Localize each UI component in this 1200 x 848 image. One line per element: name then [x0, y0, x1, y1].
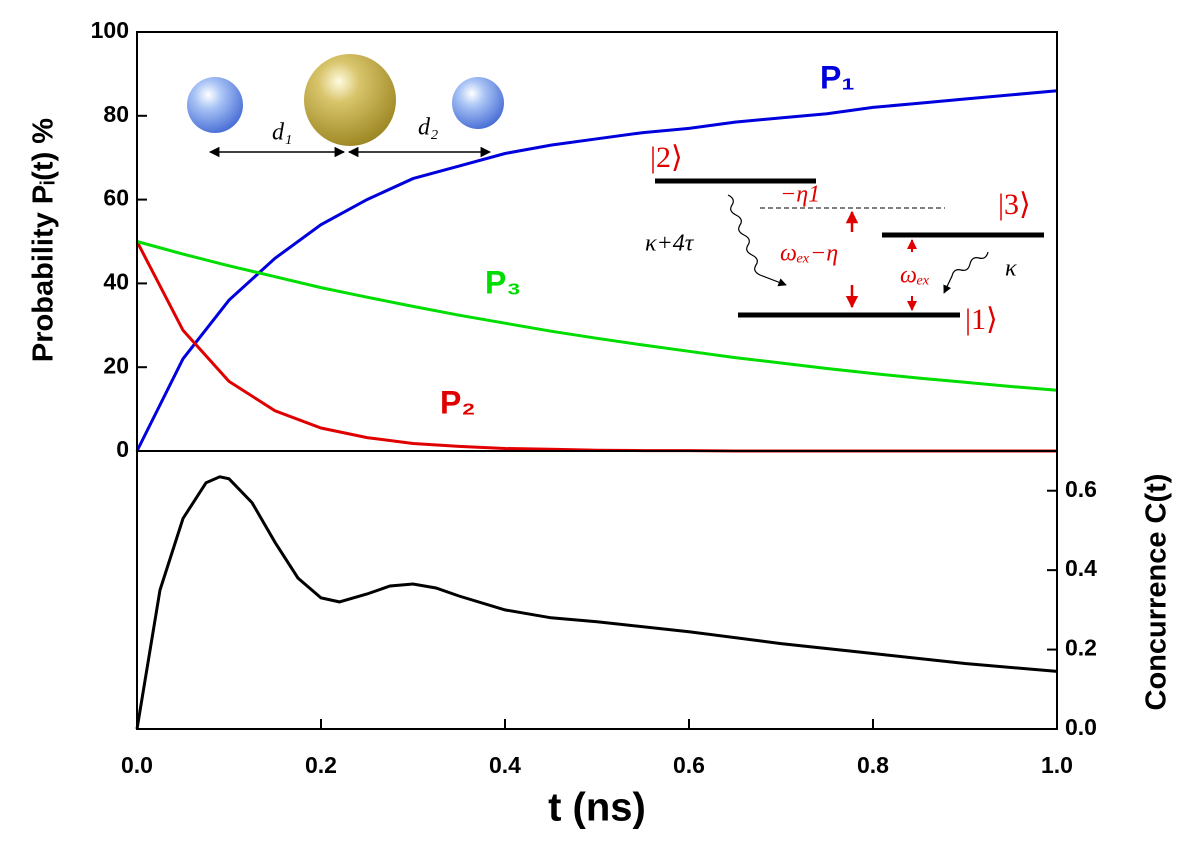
- label: |1⟩: [965, 303, 998, 336]
- y-axis-title: Probability Pᵢ(t) %: [28, 118, 60, 362]
- label: d₂: [418, 115, 438, 141]
- label: κ: [1005, 256, 1017, 282]
- label: |2⟩: [650, 141, 683, 174]
- x-tick-label: 0.4: [489, 752, 521, 778]
- series-line: [136, 240, 1058, 392]
- decay-arrow: [943, 251, 989, 294]
- series-label: P₃: [485, 264, 521, 300]
- series-line: [135, 89, 1058, 452]
- y2-axis-title: Concurrence C(t): [1141, 474, 1173, 711]
- x-tick-label: 0.2: [305, 752, 337, 778]
- y2-tick-label: 0.0: [1065, 714, 1097, 740]
- y-tick-label: 60: [103, 185, 129, 211]
- label: κ+4τ: [645, 231, 695, 257]
- plots: 0 20 40 60 80 100 P₁ P₂ P₃ 0.0 0.2 0.4 0.6 0.0 0.2 0.4 0…: [91, 17, 1098, 778]
- x-tick-label: 0.8: [857, 752, 889, 778]
- y2-tick-label: 0.2: [1065, 635, 1097, 661]
- sphere: [304, 54, 396, 146]
- series-label: P₂: [440, 384, 476, 420]
- frame: [136, 31, 1058, 730]
- label: ωₑₓ−η: [780, 241, 838, 267]
- label: ωₑₓ: [900, 263, 930, 289]
- y-tick-label: 100: [91, 17, 129, 43]
- y-tick-label: 80: [103, 101, 129, 127]
- decay-arrow: [727, 194, 787, 287]
- label: −η1: [780, 182, 820, 208]
- x-tick-label: 0.6: [673, 752, 705, 778]
- label: |3⟩: [998, 188, 1031, 221]
- y-tick-label: 40: [103, 268, 129, 294]
- series-label: P₁: [820, 59, 855, 95]
- sphere: [452, 77, 504, 129]
- series-line: [135, 475, 1058, 730]
- y2-tick-label: 0.6: [1065, 476, 1097, 502]
- sphere: [187, 77, 243, 133]
- inset: d₁ d₂ |2⟩ |3⟩ |1⟩ −η1 κ+4τ ωₑₓ−η ωₑₓ κ: [187, 54, 1044, 336]
- y-tick-label: 0: [116, 436, 129, 462]
- label: d₁: [272, 120, 292, 146]
- x-axis-title: t (ns): [548, 786, 646, 830]
- x-tick-label: 1.0: [1041, 752, 1073, 778]
- x-tick-label: 0.0: [121, 752, 153, 778]
- y2-tick-label: 0.4: [1065, 555, 1097, 581]
- y-tick-label: 20: [103, 352, 129, 378]
